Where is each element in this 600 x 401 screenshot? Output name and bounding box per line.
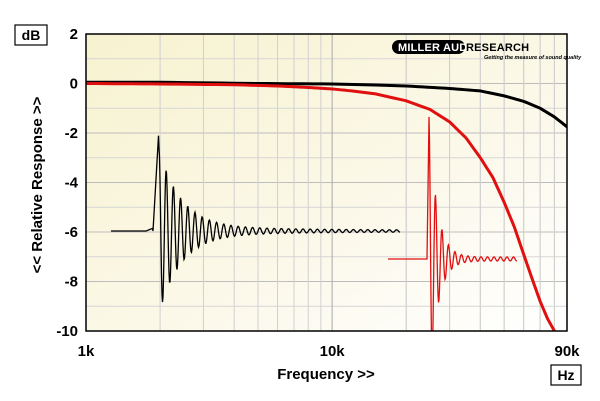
y-unit-label: dB — [22, 27, 41, 43]
series-line-2 — [86, 82, 556, 331]
x-unit-label: Hz — [557, 367, 574, 383]
x-tick-label: 1k — [78, 343, 95, 360]
impulse-insets — [111, 116, 517, 331]
y-tick-label: -4 — [65, 175, 79, 192]
logo-tagline: Getting the measure of sound quality — [484, 55, 582, 61]
impulse-response-red — [388, 116, 517, 331]
x-tick-label: 10k — [320, 343, 346, 360]
x-tick-label: 90k — [554, 343, 580, 360]
y-tick-label: -8 — [65, 274, 78, 291]
y-axis-title: << Relative Response >> — [29, 96, 46, 273]
impulse-response-black — [111, 135, 401, 303]
y-unit-box: dB — [14, 24, 48, 46]
x-axis-title: Frequency >> — [277, 366, 375, 383]
logo-badge — [392, 40, 465, 54]
logo-text-2: RESEARCH — [466, 42, 529, 54]
y-tick-label: -6 — [65, 224, 78, 241]
y-tick-label: -10 — [56, 323, 78, 340]
x-tick-labels: 1k 10k 90k — [78, 343, 581, 360]
plot-border — [85, 33, 568, 332]
y-tick-label: 2 — [70, 26, 78, 43]
logo: MILLER AUDIO RESEARCH Getting the measur… — [392, 40, 582, 61]
series-group — [86, 80, 567, 331]
y-tick-labels: 2 0 -2 -4 -6 -8 -10 — [56, 26, 78, 340]
series-line-1 — [86, 80, 567, 129]
y-tick-label: -2 — [65, 125, 78, 142]
y-tick-label: 0 — [70, 76, 78, 93]
x-unit-box: Hz — [550, 364, 582, 386]
logo-text: MILLER AUDIO — [398, 42, 480, 54]
